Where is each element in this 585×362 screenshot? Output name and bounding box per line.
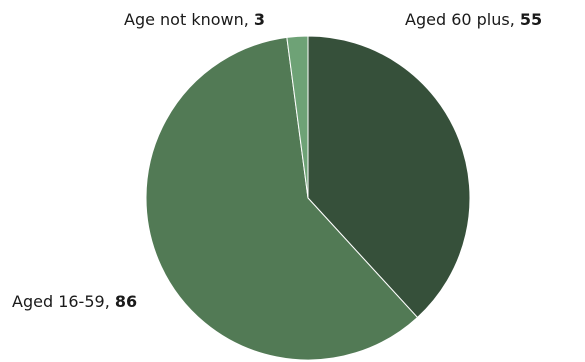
slice-label-aged-60-plus-name: Aged 60 plus — [405, 10, 510, 29]
pie-slices — [145, 35, 471, 361]
pie-slice-age-not-known — [286, 35, 309, 199]
slice-label-separator: , — [510, 10, 520, 29]
slice-label-separator: , — [105, 292, 115, 311]
slice-label-age-not-known-name: Age not known — [124, 10, 244, 29]
slice-value-aged-16-59: 86 — [115, 292, 137, 311]
pie-slice-aged-60-plus — [307, 35, 471, 319]
slice-label-age-not-known: Age not known, 3 — [124, 10, 265, 29]
pie-slice-aged-16-59 — [145, 36, 419, 361]
slice-label-aged-60-plus: Aged 60 plus, 55 — [405, 10, 542, 29]
slice-value-age-not-known: 3 — [254, 10, 265, 29]
slice-label-aged-16-59: Aged 16-59, 86 — [12, 292, 137, 311]
slice-label-separator: , — [244, 10, 254, 29]
slice-label-aged-16-59-name: Aged 16-59 — [12, 292, 105, 311]
slice-value-aged-60-plus: 55 — [520, 10, 542, 29]
pie-labels: Aged 60 plus, 55 Age not known, 3 Aged 1… — [12, 10, 542, 311]
